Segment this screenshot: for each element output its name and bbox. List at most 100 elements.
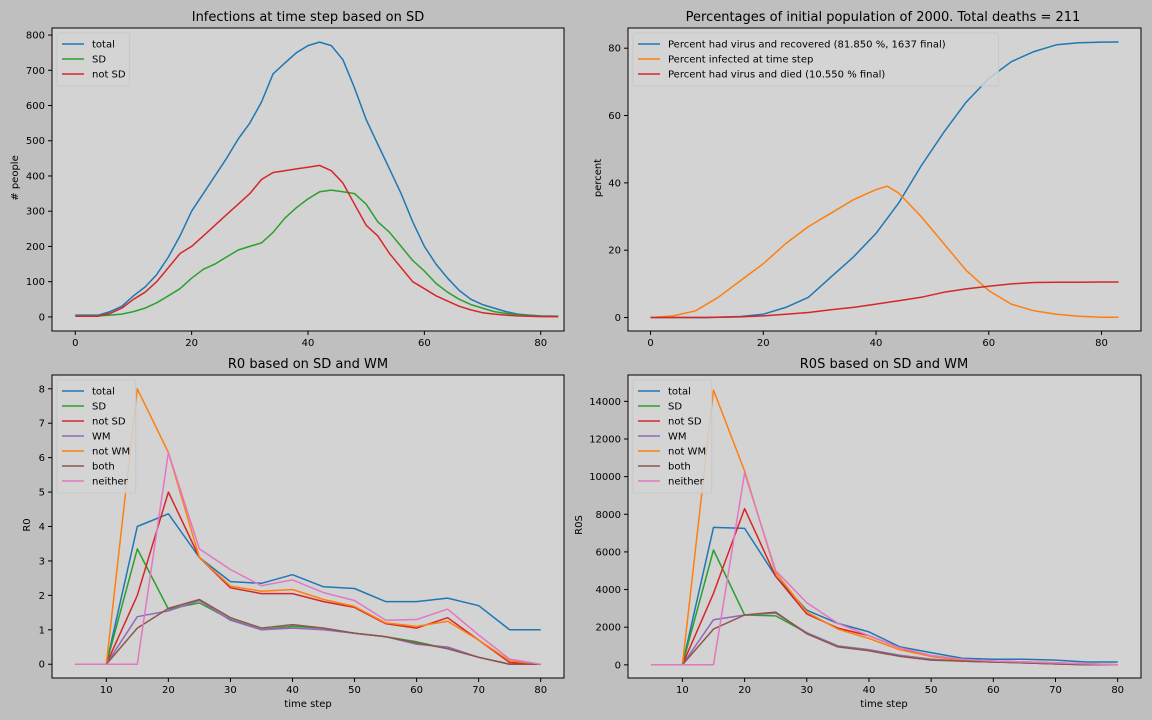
chart-r0s: R0S based on SD and WM R0S time step 10 2…	[574, 357, 1142, 710]
series-line	[651, 472, 1118, 666]
y-tick-label: 2	[39, 591, 45, 602]
y-tick-label: 5	[39, 488, 45, 499]
chart-title: R0 based on SD and WM	[228, 357, 388, 372]
legend-entry: not WM	[92, 447, 130, 458]
y-tick-label: 14000	[589, 397, 621, 408]
legend-entry: not SD	[92, 417, 126, 428]
legend-entry: both	[668, 462, 691, 473]
y-tick-label: 700	[26, 66, 45, 77]
y-axis-label: percent	[593, 159, 604, 197]
series-line	[651, 526, 1118, 666]
legend-entry: neither	[92, 477, 129, 488]
y-axis-label: R0	[22, 518, 33, 531]
series-line	[75, 189, 559, 318]
x-tick-label: 40	[870, 338, 883, 349]
y-tick-label: 12000	[589, 434, 621, 445]
x-tick-label: 40	[286, 685, 299, 696]
legend-entry: SD	[92, 55, 106, 66]
legend-box	[56, 379, 137, 494]
y-axis-label: R0S	[574, 515, 585, 535]
x-tick-label: 40	[863, 685, 876, 696]
x-tick-label: 50	[348, 685, 361, 696]
legend-entry: not WM	[668, 447, 706, 458]
legend-entry: total	[92, 387, 115, 398]
legend-entry: Percent had virus and died (10.550 % fin…	[668, 70, 885, 81]
y-tick-label: 300	[26, 207, 45, 218]
x-tick-label: 80	[1111, 685, 1124, 696]
axes-frame	[627, 374, 1142, 679]
y-tick-label: 10000	[589, 472, 621, 483]
y-tick-label: 800	[26, 31, 45, 42]
y-tick-label: 8	[39, 384, 45, 395]
y-tick-label: 1	[39, 625, 45, 636]
y-tick-label: 6	[39, 453, 45, 464]
x-tick-label: 0	[72, 338, 78, 349]
x-tick-label: 20	[162, 685, 175, 696]
series-line	[75, 599, 541, 665]
x-tick-label: 10	[100, 685, 113, 696]
chart-title: Infections at time step based on SD	[192, 10, 425, 25]
x-tick-label: 0	[647, 338, 653, 349]
y-axis-label: # people	[10, 155, 21, 200]
chart-r0: R0 based on SD and WM R0 time step 10 20 3…	[22, 357, 565, 710]
chart-title: Percentages of initial population of 200…	[686, 10, 1081, 25]
x-tick-label: 60	[418, 338, 431, 349]
y-tick-label: 500	[26, 136, 45, 147]
legend-entry: WM	[668, 432, 687, 443]
legend-entry: neither	[668, 477, 705, 488]
y-tick-label: 200	[26, 242, 45, 253]
x-tick-label: 30	[800, 685, 813, 696]
axes-frame	[627, 27, 1142, 332]
series-line	[75, 598, 541, 665]
y-tick-label: 7	[39, 419, 45, 430]
series-line	[650, 185, 1119, 319]
x-tick-label: 80	[534, 685, 547, 696]
y-tick-label: 3	[39, 556, 45, 567]
series-line	[75, 388, 541, 665]
y-tick-label: 0	[615, 313, 621, 324]
legend-entry: SD	[92, 402, 106, 413]
axes-frame	[51, 374, 565, 679]
x-axis-label: time step	[860, 699, 907, 710]
chart-percentages: Percentages of initial population of 200…	[593, 10, 1142, 349]
legend-entry: Percent had virus and recovered (81.850 …	[668, 40, 946, 51]
series-line	[651, 611, 1118, 666]
x-tick-label: 80	[534, 338, 547, 349]
series-line	[75, 513, 541, 665]
series-line	[650, 281, 1119, 319]
y-tick-label: 0	[39, 312, 45, 323]
series-line	[75, 491, 541, 665]
legend-box	[632, 32, 999, 87]
y-tick-label: 40	[608, 178, 621, 189]
legend-entry: SD	[668, 402, 682, 413]
legend-entry: Percent infected at time step	[668, 55, 813, 66]
legend-box	[632, 379, 713, 494]
x-tick-label: 50	[925, 685, 938, 696]
y-tick-label: 20	[608, 246, 621, 257]
x-tick-label: 10	[676, 685, 689, 696]
y-tick-label: 80	[608, 44, 621, 55]
x-tick-label: 20	[738, 685, 751, 696]
x-tick-label: 70	[1049, 685, 1062, 696]
x-tick-label: 30	[224, 685, 237, 696]
chart-infections: Infections at time step based on SD # pe…	[10, 10, 565, 349]
legend-entry: not SD	[668, 417, 702, 428]
legend-entry: WM	[92, 432, 111, 443]
y-tick-label: 0	[39, 660, 45, 671]
y-tick-label: 0	[615, 660, 621, 671]
legend-entry: both	[92, 462, 115, 473]
y-tick-label: 60	[608, 111, 621, 122]
y-tick-label: 2000	[596, 623, 621, 634]
legend-entry: not SD	[92, 70, 126, 81]
legend-box	[56, 32, 131, 87]
y-tick-label: 600	[26, 101, 45, 112]
x-tick-label: 80	[1095, 338, 1108, 349]
x-tick-label: 60	[410, 685, 423, 696]
legend-entry: total	[92, 40, 115, 51]
x-tick-label: 20	[757, 338, 770, 349]
y-tick-label: 100	[26, 277, 45, 288]
legend-entry: total	[668, 387, 691, 398]
x-tick-label: 20	[185, 338, 198, 349]
series-line	[75, 451, 541, 665]
